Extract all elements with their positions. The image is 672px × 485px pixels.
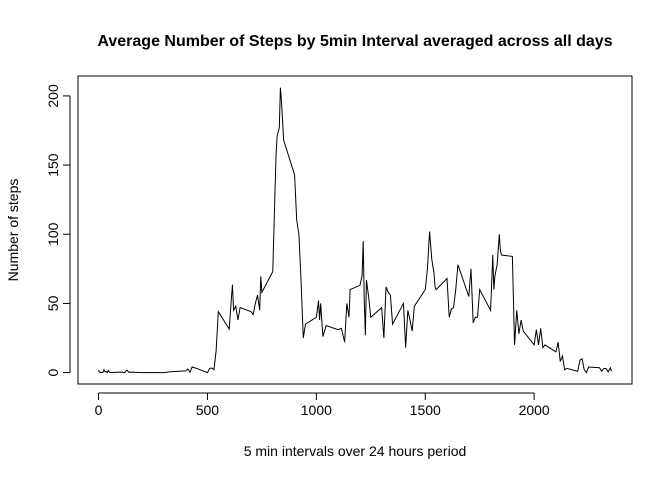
y-tick-label: 100: [45, 222, 61, 246]
x-tick-label: 1000: [301, 402, 332, 418]
x-tick-label: 0: [95, 402, 103, 418]
y-axis-label: Number of steps: [5, 179, 21, 282]
x-tick-label: 1500: [410, 402, 441, 418]
y-tick-label: 0: [45, 368, 61, 376]
y-tick-label: 150: [45, 153, 61, 177]
data-line: [98, 87, 612, 374]
plot-box: [77, 75, 633, 385]
x-tick-label: 2000: [519, 402, 550, 418]
chart-title: Average Number of Steps by 5min Interval…: [97, 33, 612, 50]
x-tick-label: 500: [196, 402, 220, 418]
x-axis-label: 5 min intervals over 24 hours period: [244, 443, 467, 459]
y-tick-label: 200: [45, 84, 61, 108]
y-tick-label: 50: [45, 295, 61, 311]
